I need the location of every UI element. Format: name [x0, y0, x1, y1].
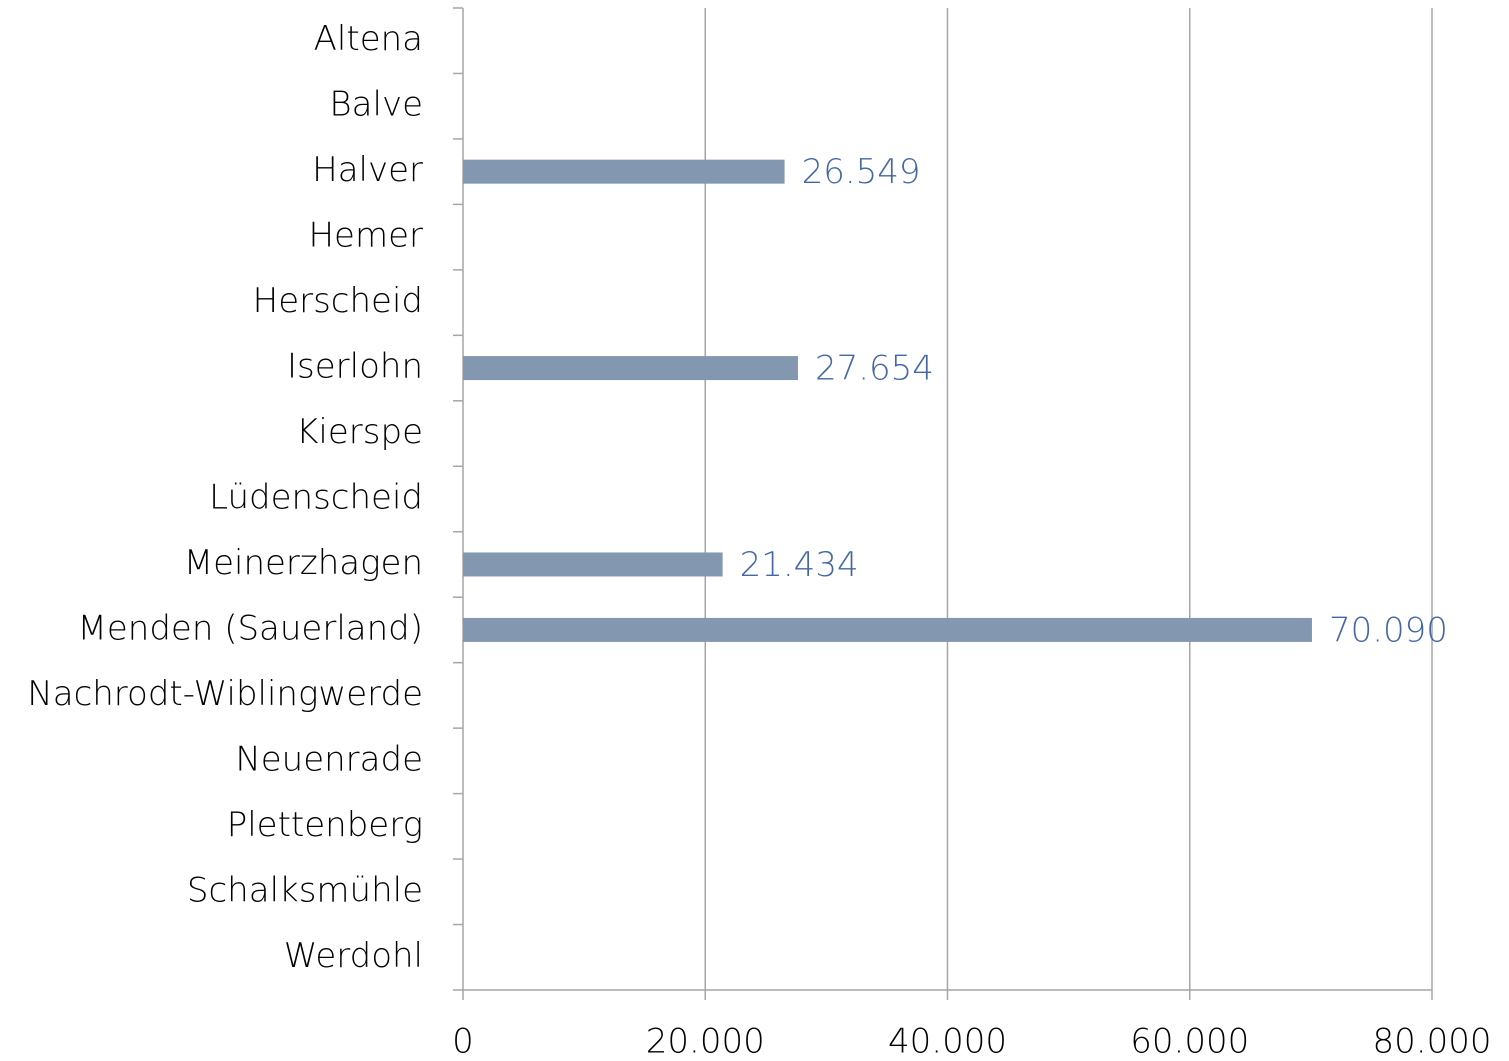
y-tick-label: Kierspe — [296, 412, 423, 452]
y-tick-label: Plettenberg — [227, 805, 423, 845]
data-label: 21.434 — [740, 545, 859, 585]
y-tick-label: Balve — [329, 85, 423, 125]
y-tick-label: Schalksmühle — [187, 870, 423, 910]
y-tick-label: Nachrodt-Wiblingwerde — [27, 674, 423, 714]
data-label: 70.090 — [1329, 610, 1448, 650]
y-tick-label: Altena — [314, 19, 423, 59]
bar — [463, 617, 1312, 642]
bar — [463, 159, 785, 184]
y-tick-label: Iserlohn — [287, 347, 423, 387]
y-tick-label: Meinerzhagen — [184, 543, 423, 583]
y-tick-label: Menden (Sauerland) — [78, 608, 423, 648]
bar — [463, 552, 723, 577]
y-tick-label: Hemer — [308, 216, 423, 256]
y-tick-label: Lüdenscheid — [209, 478, 423, 518]
x-tick-label: 80.000 — [1373, 1022, 1492, 1061]
bar — [463, 356, 798, 381]
y-tick-label: Neuenrade — [235, 739, 423, 779]
data-label: 26.549 — [802, 152, 921, 192]
y-tick-label: Werdohl — [284, 936, 423, 976]
x-tick-label: 20.000 — [646, 1022, 765, 1061]
x-tick-label: 60.000 — [1130, 1022, 1249, 1061]
x-tick-label: 0 — [452, 1022, 474, 1061]
y-tick-label: Halver — [312, 150, 423, 190]
x-tick-label: 40.000 — [888, 1022, 1007, 1061]
y-tick-label: Herscheid — [253, 281, 423, 321]
data-label: 27.654 — [815, 349, 934, 389]
